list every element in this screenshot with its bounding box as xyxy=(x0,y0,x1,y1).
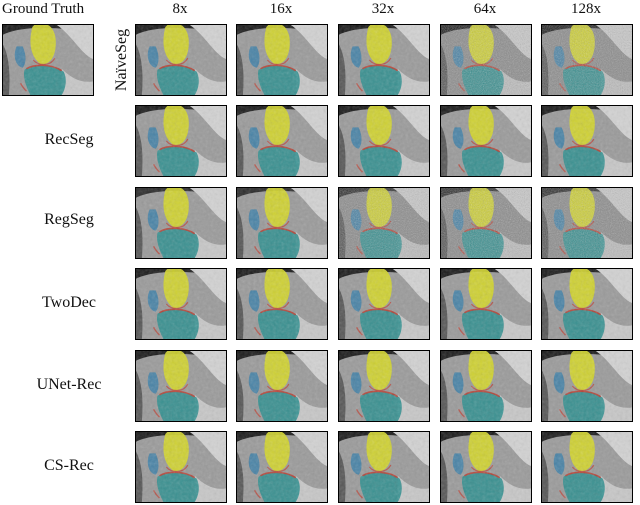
column-header-32x: 32x xyxy=(371,1,395,17)
panel-unet-rec-64x xyxy=(440,350,532,422)
panel-recseg-16x xyxy=(236,105,328,177)
panel-twodec-32x xyxy=(338,268,430,340)
column-header-64x: 64x xyxy=(473,1,497,17)
panel-cs-rec-8x xyxy=(135,431,227,503)
panel-unet-rec-8x xyxy=(135,350,227,422)
row-label-naiveseg: NaïveSeg xyxy=(113,28,130,92)
row-label-twodec: TwoDec xyxy=(42,294,96,311)
panel-recseg-128x xyxy=(541,105,633,177)
panel-cs-rec-32x xyxy=(338,431,430,503)
panel-twodec-128x xyxy=(541,268,633,340)
panel-na-veseg-64x xyxy=(440,24,532,96)
panel-ground-truth xyxy=(2,24,94,96)
panel-cs-rec-16x xyxy=(236,431,328,503)
panel-regseg-16x xyxy=(236,187,328,259)
panel-na-veseg-8x xyxy=(135,24,227,96)
panel-unet-rec-128x xyxy=(541,350,633,422)
panel-twodec-16x xyxy=(236,268,328,340)
panel-regseg-8x xyxy=(135,187,227,259)
panel-recseg-32x xyxy=(338,105,430,177)
panel-cs-rec-64x xyxy=(440,431,532,503)
panel-recseg-64x xyxy=(440,105,532,177)
row-label-cs-rec: CS-Rec xyxy=(44,457,94,474)
panel-twodec-8x xyxy=(135,268,227,340)
column-header-16x: 16x xyxy=(269,1,293,17)
panel-cs-rec-128x xyxy=(541,431,633,503)
panel-recseg-8x xyxy=(135,105,227,177)
panel-unet-rec-16x xyxy=(236,350,328,422)
ground-truth-header: Ground Truth xyxy=(2,1,85,17)
panel-na-veseg-128x xyxy=(541,24,633,96)
column-header-128x: 128x xyxy=(571,1,601,17)
panel-na-veseg-16x xyxy=(236,24,328,96)
panel-regseg-32x xyxy=(338,187,430,259)
row-label-regseg: RegSeg xyxy=(44,211,94,228)
panel-regseg-128x xyxy=(541,187,633,259)
row-label-recseg: RecSeg xyxy=(44,131,94,148)
row-label-unet-rec: UNet-Rec xyxy=(36,376,102,393)
panel-na-veseg-32x xyxy=(338,24,430,96)
column-header-8x: 8x xyxy=(172,1,188,17)
panel-twodec-64x xyxy=(440,268,532,340)
panel-unet-rec-32x xyxy=(338,350,430,422)
panel-regseg-64x xyxy=(440,187,532,259)
